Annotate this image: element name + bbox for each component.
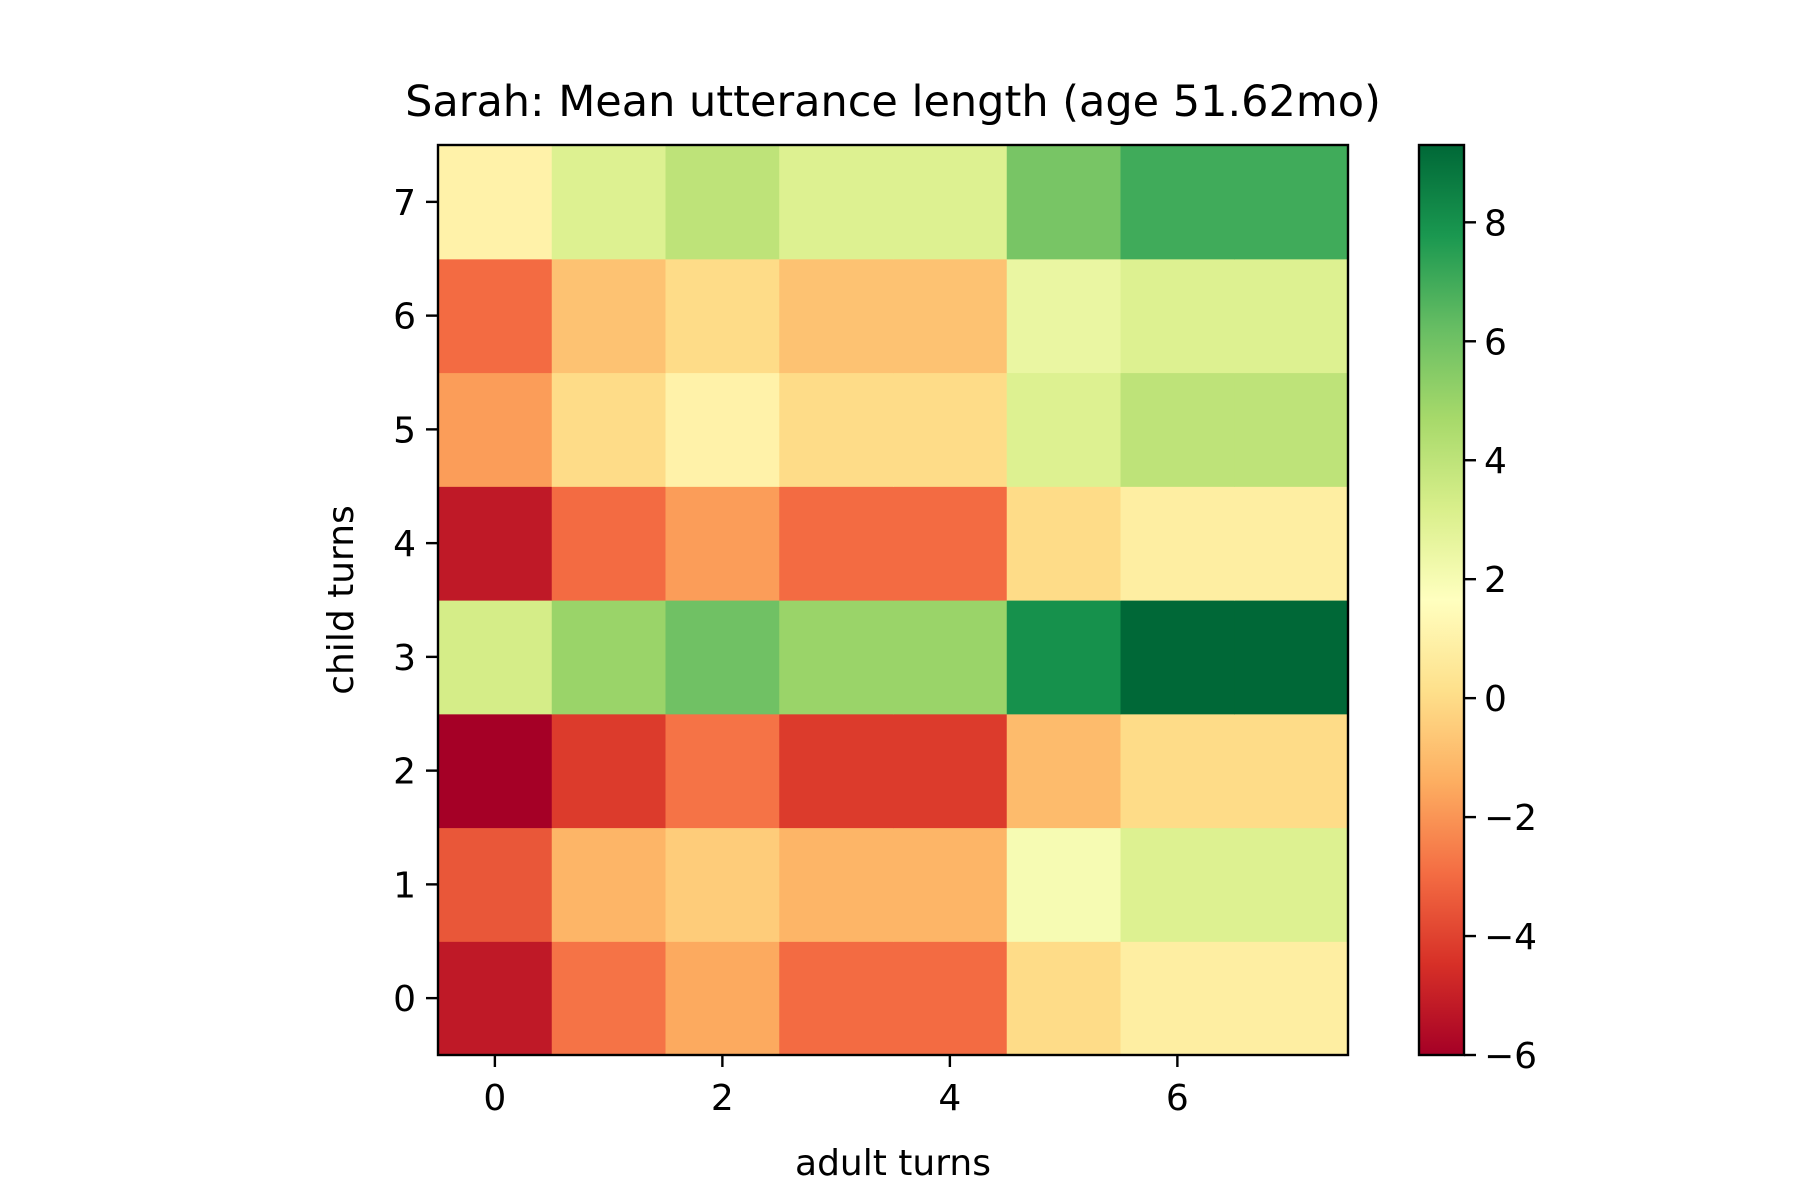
heatmap-cell — [1120, 145, 1235, 260]
heatmap-cell — [665, 713, 780, 829]
heatmap-cell — [551, 600, 667, 715]
heatmap-cell — [779, 941, 894, 1056]
heatmap-cell — [1006, 600, 1122, 715]
x-tick-label: 6 — [1166, 1078, 1189, 1119]
x-tick-label: 4 — [938, 1078, 961, 1119]
x-axis-label: adult turns — [795, 1143, 991, 1184]
heatmap-cell — [438, 145, 553, 260]
heatmap-cell — [438, 827, 553, 942]
heatmap-cell — [551, 713, 667, 829]
heatmap-cell — [665, 600, 780, 715]
heatmap-cell — [665, 827, 780, 942]
colorbar-tick-label: −6 — [1484, 1036, 1537, 1077]
heatmap-cell — [551, 145, 667, 260]
heatmap-cell — [551, 941, 667, 1056]
x-axis: 0 2 4 6 — [483, 1055, 1189, 1119]
heatmap-cell — [779, 713, 894, 829]
heatmap-cell — [893, 145, 1008, 260]
colorbar-tick-label: 0 — [1484, 679, 1507, 720]
heatmap-cell — [551, 372, 667, 487]
colorbar-tick-label: −2 — [1484, 798, 1537, 839]
x-tick-label: 0 — [483, 1078, 506, 1119]
colorbar-tick-label: 2 — [1484, 560, 1507, 601]
y-axis-label: child turns — [321, 505, 362, 695]
colorbar-tick-label: −4 — [1484, 917, 1537, 958]
heatmap-cell — [1234, 258, 1349, 374]
heatmap-cell — [893, 486, 1008, 601]
y-tick-label: 0 — [393, 979, 416, 1020]
heatmap-cell — [779, 827, 894, 942]
heatmap-cell — [1120, 258, 1235, 374]
colorbar-tick-label: 6 — [1484, 322, 1507, 363]
heatmap-cell — [779, 600, 894, 715]
heatmap-cell — [1120, 827, 1235, 942]
heatmap-cells — [438, 145, 1349, 1056]
heatmap-cell — [438, 713, 553, 829]
heatmap-cell — [438, 258, 553, 374]
heatmap-cell — [893, 827, 1008, 942]
colorbar-axis: −6 −4 −2 0 2 4 6 8 — [1464, 203, 1537, 1077]
plot-frame — [436, 143, 1350, 1057]
colorbar-tick-label: 8 — [1484, 203, 1507, 244]
heatmap-cell — [1234, 372, 1349, 487]
heatmap-cell — [665, 258, 780, 374]
colorbar-tick-label: 4 — [1484, 441, 1507, 482]
heatmap-cell — [665, 486, 780, 601]
heatmap-cell — [1006, 145, 1122, 260]
heatmap-cell — [893, 713, 1008, 829]
heatmap-cell — [438, 486, 553, 601]
y-tick-label: 3 — [393, 638, 416, 679]
heatmap-cell — [665, 145, 780, 260]
heatmap-cell — [1120, 713, 1235, 829]
heatmap-cell — [779, 486, 894, 601]
heatmap-cell — [1120, 600, 1235, 715]
heatmap-cell — [893, 258, 1008, 374]
chart-title: Sarah: Mean utterance length (age 51.62m… — [405, 77, 1381, 127]
y-tick-label: 1 — [393, 865, 416, 906]
x-tick-label: 2 — [711, 1078, 734, 1119]
heatmap-cell — [1006, 258, 1122, 374]
heatmap-cell — [1006, 827, 1122, 942]
heatmap-cell — [551, 486, 667, 601]
heatmap-cell — [1234, 713, 1349, 829]
heatmap-cell — [1234, 145, 1349, 260]
heatmap-cell — [1234, 941, 1349, 1056]
heatmap-cell — [893, 372, 1008, 487]
y-axis: 0 1 2 3 4 5 6 7 — [393, 183, 438, 1020]
heatmap-cell — [893, 600, 1008, 715]
heatmap-cell — [1006, 372, 1122, 487]
heatmap-cell — [1006, 713, 1122, 829]
heatmap-cell — [438, 372, 553, 487]
heatmap-cell — [1120, 941, 1235, 1056]
heatmap-cell — [665, 372, 780, 487]
y-tick-label: 5 — [393, 410, 416, 451]
heatmap-cell — [438, 941, 553, 1056]
heatmap-cell — [551, 827, 667, 942]
heatmap-cell — [1120, 372, 1235, 487]
heatmap-cell — [1234, 600, 1349, 715]
y-tick-label: 6 — [393, 297, 416, 338]
y-tick-label: 4 — [393, 524, 416, 565]
heatmap-cell — [1006, 941, 1122, 1056]
heatmap-cell — [893, 941, 1008, 1056]
heatmap-cell — [779, 372, 894, 487]
heatmap-cell — [438, 600, 553, 715]
heatmap-cell — [779, 258, 894, 374]
heatmap-cell — [779, 145, 894, 260]
y-tick-label: 7 — [393, 183, 416, 224]
heatmap-cell — [665, 941, 780, 1056]
heatmap-cell — [551, 258, 667, 374]
heatmap-cell — [1006, 486, 1122, 601]
heatmap-cell — [1234, 486, 1349, 601]
heatmap-cell — [1120, 486, 1235, 601]
colorbar — [1417, 143, 1466, 1057]
y-tick-label: 2 — [393, 752, 416, 793]
heatmap-cell — [1234, 827, 1349, 942]
